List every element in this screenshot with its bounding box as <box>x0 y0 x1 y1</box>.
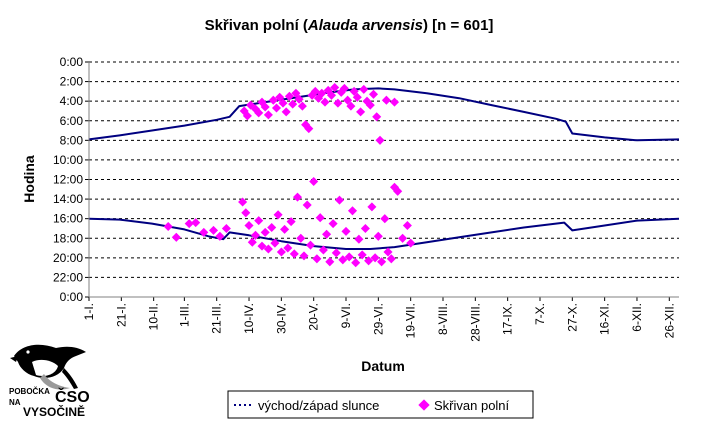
legend-label-lark: Skřivan polní <box>434 398 510 413</box>
y-tick-label: 20:00 <box>53 251 83 265</box>
x-tick-label: 21-I. <box>114 303 128 327</box>
x-tick-label: 21-III. <box>210 303 224 334</box>
y-tick-label: 2:00 <box>60 75 84 89</box>
x-tick-label: 17-IX. <box>501 303 515 335</box>
scatter-point <box>163 221 173 232</box>
scatter-point <box>247 237 257 247</box>
x-tick-label: 6-XII. <box>630 303 644 332</box>
sunrise-line <box>88 217 680 250</box>
x-tick-label: 26-XII. <box>662 303 676 338</box>
x-tick-label: 1-III. <box>177 303 191 327</box>
x-tick-label: 28-VIII. <box>468 303 482 342</box>
x-tick-label: 8-VIII. <box>436 303 450 335</box>
scatter-point <box>242 111 252 121</box>
logo-line1: POBOČKA <box>9 387 50 396</box>
y-tick-label: 6:00 <box>60 114 84 128</box>
scatter-point <box>184 219 194 229</box>
x-tick-label: 30-IV. <box>274 303 288 334</box>
scatter-point <box>171 232 181 242</box>
x-tick-label: 19-VII. <box>404 303 418 338</box>
chart-title-prefix: Skřivan polní ( <box>205 17 308 34</box>
x-tick-label: 16-XI. <box>598 303 612 335</box>
legend-label-sun: východ/západ slunce <box>258 398 379 413</box>
x-tick-label: 7-X. <box>533 303 547 325</box>
scatter-point <box>238 197 248 207</box>
cso-logo: POBOČKA ČSO NA VYSOČINĚ <box>9 344 90 419</box>
chart-title-suffix: ) [n = 601] <box>423 17 493 34</box>
logo-line3: VYSOČINĚ <box>23 404 85 419</box>
x-tick-label: 27-X. <box>565 303 579 332</box>
y-tick-label: 0:00 <box>60 55 84 69</box>
scatter-point <box>215 231 225 241</box>
x-axis-title: Datum <box>361 358 405 374</box>
scatter-point <box>199 227 209 237</box>
scatter-point <box>208 225 219 235</box>
x-tick-label: 10-II. <box>147 303 161 330</box>
x-tick-label: 29-VI. <box>371 303 385 335</box>
y-tick-labels: 0:00 2:00 4:00 6:00 8:00 10:00 12:00 14:00 16:00… <box>53 55 89 304</box>
y-tick-label: 12:00 <box>53 173 83 187</box>
x-tick-label: 1-I. <box>82 303 96 320</box>
sun-curve-layer <box>88 87 680 250</box>
chart-title-italic: Alauda arvensis <box>307 17 423 34</box>
y-tick-label: 8:00 <box>60 133 84 147</box>
logo-big: ČSO <box>55 387 90 406</box>
y-tick-label: 4:00 <box>60 94 84 108</box>
legend: východ/západ slunce Skřivan polní <box>227 390 534 419</box>
scatter-point <box>221 223 231 234</box>
y-tick-label: 14:00 <box>53 192 83 206</box>
y-axis-title: Hodina <box>21 155 37 203</box>
y-tick-label: 10:00 <box>53 153 83 167</box>
bird-icon <box>10 344 86 390</box>
legend-box <box>227 390 534 419</box>
sunset-line <box>88 87 680 142</box>
scatter-point <box>191 218 201 228</box>
y-tick-label: 18:00 <box>53 231 83 245</box>
x-tick-labels: 1-I. 21-I. 10-II. 1-III. 21-III. 10-IV. 30-IV.… <box>82 297 676 342</box>
chart-title: Skřivan polní (Alauda arvensis) [n = 601… <box>205 17 494 34</box>
scatter-point <box>241 208 251 218</box>
x-tick-label: 9-VI. <box>339 303 353 328</box>
x-tick-label: 10-IV. <box>242 303 256 334</box>
y-tick-label: 0:00 <box>60 290 84 304</box>
x-tick-label: 20-V. <box>307 303 321 331</box>
scatter-point <box>244 220 254 231</box>
y-tick-label: 22:00 <box>53 270 83 284</box>
logo-line2: NA <box>9 398 21 407</box>
y-tick-label: 16:00 <box>53 212 83 226</box>
